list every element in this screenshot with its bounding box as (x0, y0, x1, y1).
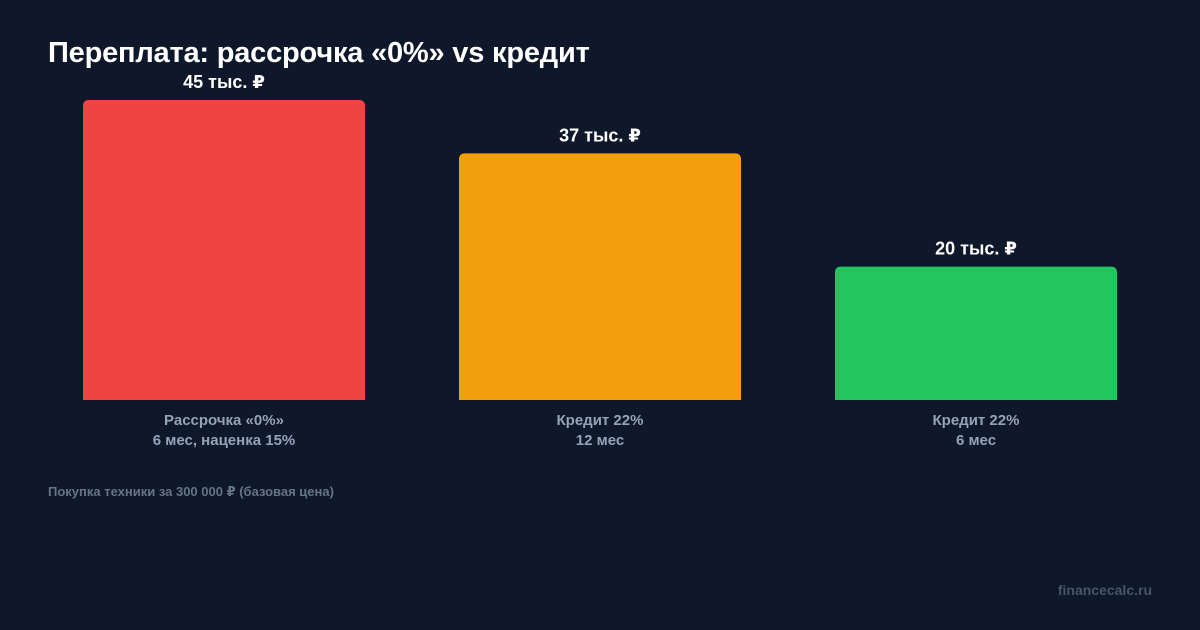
value-label-2: 37 тыс. ₽ (559, 125, 641, 145)
bar-3 (835, 266, 1117, 400)
category-label-3-line-2: 6 мес (956, 432, 996, 449)
chart-footnote: Покупка техники за 300 000 ₽ (базовая це… (48, 484, 334, 499)
value-label-3: 20 тыс. ₽ (935, 239, 1017, 259)
category-label-3-line-1: Кредит 22% (933, 412, 1020, 429)
category-label-1-line-2: 6 мес, наценка 15% (153, 432, 296, 449)
category-label-1-line-1: Рассрочка «0%» (164, 412, 284, 429)
chart-title: Переплата: рассрочка «0%» vs кредит (48, 37, 590, 69)
category-label-2-line-1: Кредит 22% (557, 412, 644, 429)
bar-1 (83, 100, 365, 400)
brand-watermark: financecalc.ru (1057, 582, 1152, 598)
value-label-1: 45 тыс. ₽ (183, 72, 265, 92)
bar-2 (459, 153, 741, 400)
category-label-2-line-2: 12 мес (576, 432, 624, 449)
